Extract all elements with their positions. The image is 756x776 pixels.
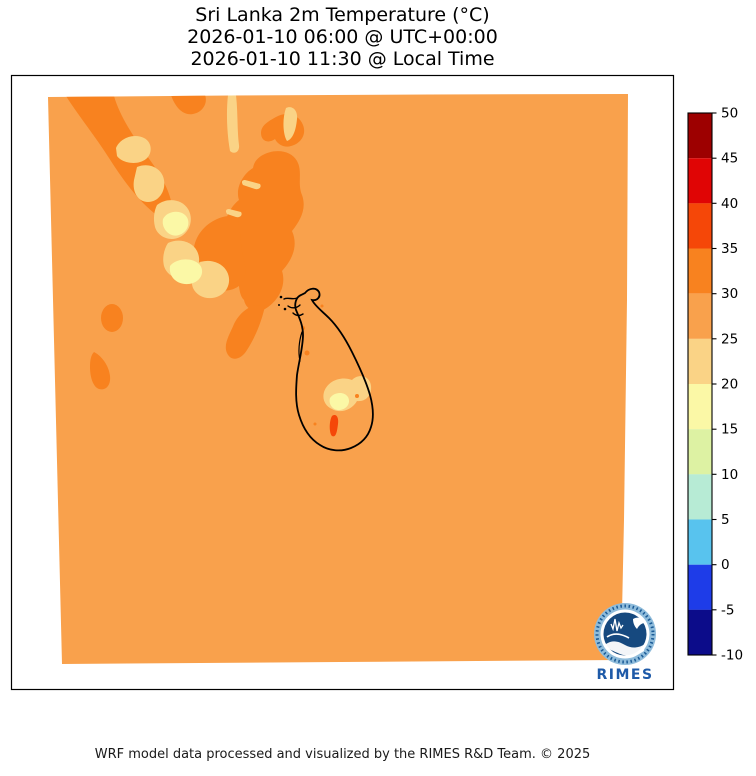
colorbar-tick-labels: 50 45 40 35 30 25 20 15 10 5 0 -5 -10: [721, 106, 743, 664]
colorbar-tick-label: -5: [721, 602, 734, 618]
colorbar-tick-label: 25: [721, 331, 738, 347]
footer-credit: WRF model data processed and visualized …: [94, 747, 591, 762]
sri-lanka-coastline: [283, 287, 374, 452]
logo-bird-icon: [633, 617, 645, 629]
colorbar-tick-label: 20: [721, 377, 738, 393]
sri-lanka-highlands: [301, 304, 372, 437]
colorbar-tick-label: -10: [721, 648, 743, 664]
colorbar-band: [688, 113, 712, 159]
colorbar-band: [688, 248, 712, 294]
colorbar-band: [688, 609, 712, 655]
colorbar-tick-label: 10: [721, 467, 738, 483]
data-region: [48, 94, 628, 664]
colorbar-band: [688, 519, 712, 565]
colorbar-band: [688, 474, 712, 520]
colorbar-band: [688, 338, 712, 384]
colorbar-band: [688, 158, 712, 204]
logo-wave: [606, 641, 645, 656]
chart-subtitle-local: 2026-01-10 11:30 @ Local Time: [190, 48, 495, 70]
colorbar-tick-label: 0: [721, 557, 730, 573]
logo-wordmark: RIMES: [596, 667, 653, 683]
colorbar-band: [688, 564, 712, 610]
colorbar-band: [688, 203, 712, 249]
colorbar-band: [688, 429, 712, 475]
colorbar-band: [688, 384, 712, 430]
colorbar-tick-label: 45: [721, 151, 738, 167]
colorbar-tick-label: 5: [721, 512, 730, 528]
chart-title-block: Sri Lanka 2m Temperature (°C) 2026-01-10…: [11, 4, 674, 70]
rimes-logo: RIMES: [594, 603, 656, 683]
cool-pockets-15-20: [162, 211, 203, 285]
colorbar-ticks: [712, 112, 717, 656]
colorbar-tick-label: 50: [721, 106, 738, 122]
offshore-islets: [278, 295, 287, 311]
logo-seismograph-icon: [610, 618, 624, 632]
colorbar-tick-label: 40: [721, 196, 738, 212]
colorbar-band: [688, 293, 712, 339]
colorbar-tick-label: 15: [721, 422, 738, 438]
chart-title: Sri Lanka 2m Temperature (°C): [195, 4, 490, 26]
colorbar: 50 45 40 35 30 25 20 15 10 5 0 -5 -10: [687, 106, 743, 664]
logo-ring-text: [595, 604, 655, 664]
chart-subtitle-utc: 2026-01-10 06:00 @ UTC+00:00: [187, 26, 498, 48]
logo-wave-line: [606, 633, 630, 639]
colorbar-tick-label: 35: [721, 241, 738, 257]
colorbar-tick-label: 30: [721, 286, 738, 302]
